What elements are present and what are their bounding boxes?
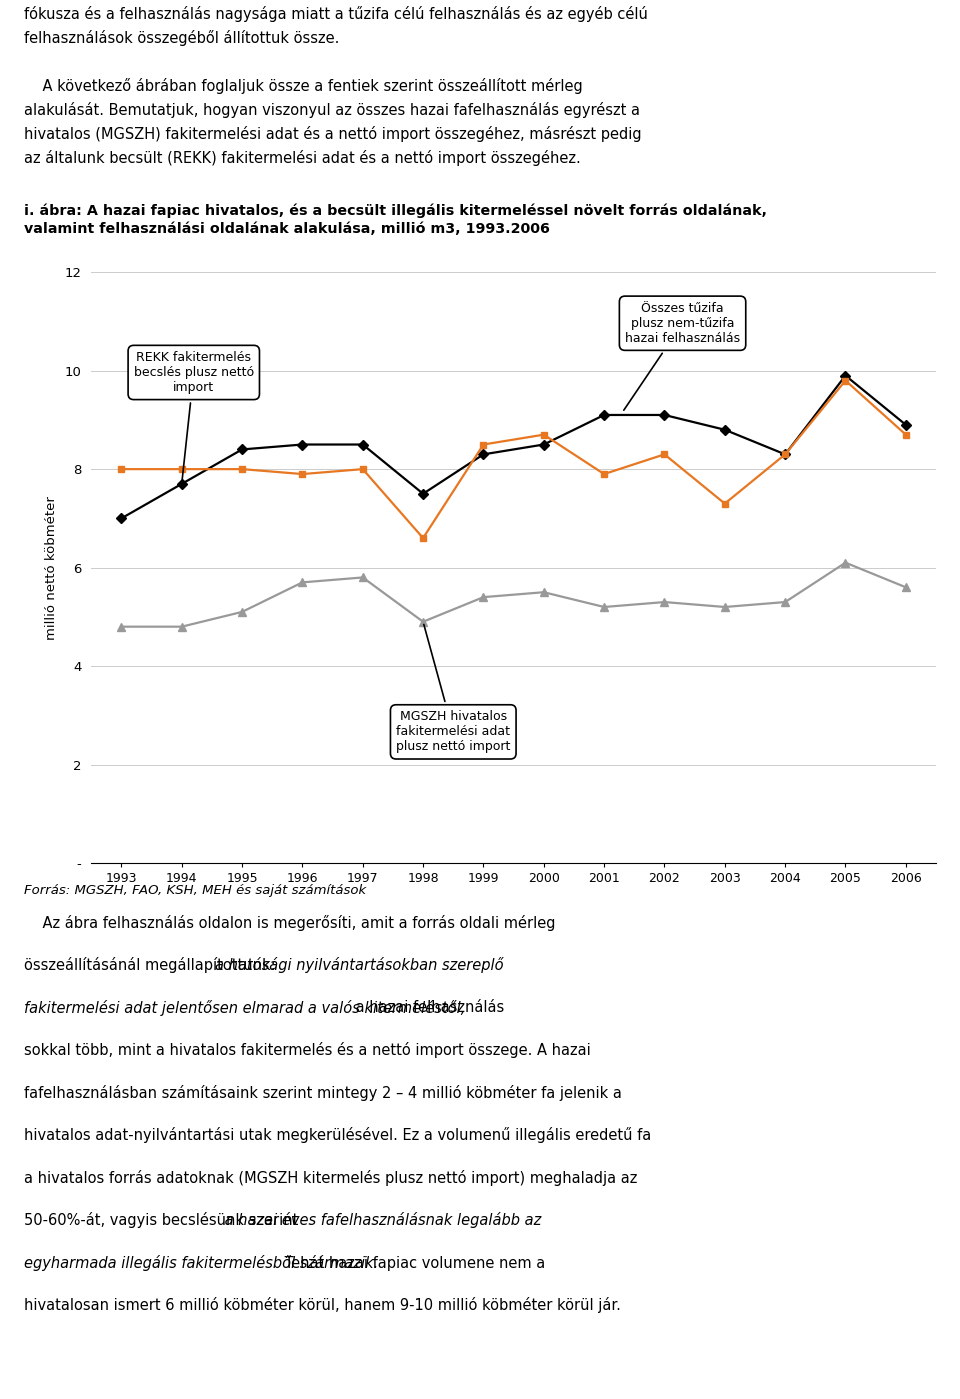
Text: Tehát hazai fapiac volumene nem a: Tehát hazai fapiac volumene nem a <box>280 1255 545 1270</box>
Text: egyharmada illegális fakitermelésből származik.: egyharmada illegális fakitermelésből szá… <box>24 1255 378 1270</box>
Text: Forrás: MGSZH, FAO, KSH, MEH és saját számítások: Forrás: MGSZH, FAO, KSH, MEH és saját sz… <box>24 884 366 897</box>
Text: MGSZH hivatalos
fakitermelési adat
plusz nettó import: MGSZH hivatalos fakitermelési adat plusz… <box>396 624 511 754</box>
Text: 50-60%-át, vagyis becslésünk szerint: 50-60%-át, vagyis becslésünk szerint <box>24 1212 299 1228</box>
Text: felhasználások összegéből állítottuk össze.: felhasználások összegéből állítottuk öss… <box>24 31 340 46</box>
Text: sokkal több, mint a hivatalos fakitermelés és a nettó import összege. A hazai: sokkal több, mint a hivatalos fakitermel… <box>24 1042 590 1058</box>
Text: i. ábra: A hazai fapiac hivatalos, és a becsült illegális kitermeléssel növelt f: i. ábra: A hazai fapiac hivatalos, és a … <box>24 204 767 236</box>
Text: Összes tűzifa
plusz nem-tűzifa
hazai felhasználás: Összes tűzifa plusz nem-tűzifa hazai fel… <box>624 302 740 410</box>
Text: fókusza és a felhasználás nagysága miatt a tűzifa célú felhasználás és az egyéb : fókusza és a felhasználás nagysága miatt… <box>24 6 648 22</box>
Text: A következő ábrában foglaljuk össze a fentiek szerint összeállított mérleg: A következő ábrában foglaljuk össze a fe… <box>24 78 583 94</box>
Y-axis label: millió nettó köbméter: millió nettó köbméter <box>44 495 58 639</box>
Text: a hivatalos forrás adatoknak (MGSZH kitermelés plusz nettó import) meghaladja az: a hivatalos forrás adatoknak (MGSZH kite… <box>24 1170 637 1186</box>
Text: a hazai felhasználás: a hazai felhasználás <box>351 999 505 1014</box>
Text: az általunk becsült (REKK) fakitermelési adat és a nettó import összegéhez.: az általunk becsült (REKK) fakitermelési… <box>24 150 581 166</box>
Text: hivatalosan ismert 6 millió köbméter körül, hanem 9-10 millió köbméter körül jár: hivatalosan ismert 6 millió köbméter kör… <box>24 1297 621 1314</box>
Text: hivatalos (MGSZH) fakitermelési adat és a nettó import összegéhez, másrészt pedi: hivatalos (MGSZH) fakitermelési adat és … <box>24 126 641 143</box>
Text: fafelhasználásban számításaink szerint mintegy 2 – 4 millió köbméter fa jelenik : fafelhasználásban számításaink szerint m… <box>24 1084 622 1101</box>
Text: REKK fakitermelés
becslés plusz nettó
import: REKK fakitermelés becslés plusz nettó im… <box>133 351 253 481</box>
Text: Az ábra felhasználás oldalon is megerősíti, amit a forrás oldali mérleg: Az ábra felhasználás oldalon is megerősí… <box>24 915 556 930</box>
Text: a hazai éves fafelhasználásnak legalább az: a hazai éves fafelhasználásnak legalább … <box>221 1212 541 1228</box>
Text: összeállításánál megállapítottunk:: összeállításánál megállapítottunk: <box>24 957 280 974</box>
Text: a hatósági nyilvántartásokban szereplő: a hatósági nyilvántartásokban szereplő <box>215 957 504 974</box>
Text: alakulását. Bemutatjuk, hogyan viszonyul az összes hazai fafelhasználás egyrészt: alakulását. Bemutatjuk, hogyan viszonyul… <box>24 102 640 118</box>
Text: fakitermelési adat jelentősen elmarad a valós kitermeléstől,: fakitermelési adat jelentősen elmarad a … <box>24 999 466 1016</box>
Text: hivatalos adat-nyilvántartási utak megkerülésével. Ez a volumenű illegális erede: hivatalos adat-nyilvántartási utak megke… <box>24 1128 651 1143</box>
